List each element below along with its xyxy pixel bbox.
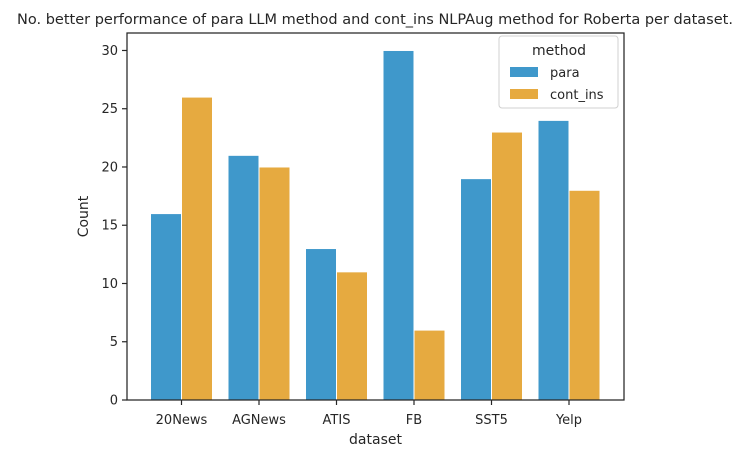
x-tick-label: ATIS [323, 413, 351, 428]
x-tick-label: 20News [156, 413, 208, 428]
x-axis-label: dataset [349, 432, 402, 448]
legend-swatch-cont-ins [510, 89, 538, 99]
y-tick-label: 25 [101, 102, 118, 117]
bar-para-yelp [537, 119, 570, 401]
x-tick-label: AGNews [232, 413, 286, 428]
plot-frame [126, 32, 625, 401]
bar-para-20news [150, 213, 182, 401]
bar-para-agnews [227, 154, 260, 401]
x-tick-label: FB [406, 413, 422, 428]
y-tick-label: 30 [101, 44, 118, 59]
bar-cont-ins-yelp [568, 189, 601, 401]
bars-group [150, 49, 601, 401]
x-tick-label: SST5 [475, 413, 508, 428]
bar-para-atis [305, 248, 337, 401]
x-tick-label: Yelp [555, 413, 582, 428]
y-axis-label: Count [76, 195, 92, 237]
legend-title: method [532, 43, 586, 59]
legend-label-para: para [550, 66, 580, 81]
bar-para-sst5 [460, 178, 492, 401]
legend-label-cont-ins: cont_ins [550, 88, 604, 103]
y-tick-label: 10 [101, 277, 118, 292]
y-tick-label: 5 [110, 335, 118, 350]
y-tick-label: 0 [110, 394, 118, 409]
x-axis-ticks: 20News AGNews ATIS FB SST5 Yelp [156, 400, 582, 428]
y-axis-ticks: 0 5 10 15 20 25 30 [101, 44, 127, 409]
y-tick-label: 20 [101, 160, 118, 175]
legend: method para cont_ins [498, 35, 619, 109]
legend-swatch-para [510, 67, 538, 77]
y-tick-label: 15 [101, 219, 118, 234]
bar-cont-ins-20news [181, 96, 213, 401]
bar-cont-ins-agnews [258, 166, 291, 401]
bar-cont-ins-fb [413, 329, 446, 401]
bar-para-fb [382, 49, 415, 401]
chart-title: No. better performance of para LLM metho… [17, 12, 733, 28]
bar-cont-ins-atis [336, 271, 368, 401]
bar-cont-ins-sst5 [491, 131, 523, 401]
